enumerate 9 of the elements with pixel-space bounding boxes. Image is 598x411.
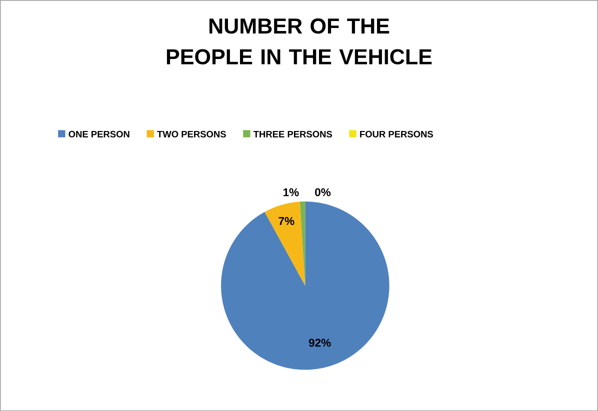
data-label: 1% — [284, 188, 299, 196]
chart-title: NUMBER OF THE PEOPLE IN THE VEHICLE — [166, 18, 432, 64]
legend-label: THREE PERSONS — [253, 130, 332, 138]
legend-label: TWO PERSONS — [157, 130, 226, 138]
text: 0% — [315, 188, 331, 196]
legend-label: FOUR PERSONS — [360, 130, 433, 138]
data-label: 7% — [278, 216, 294, 225]
legend-label: ONE PERSON — [68, 130, 130, 138]
data-label: 92% — [308, 338, 331, 347]
